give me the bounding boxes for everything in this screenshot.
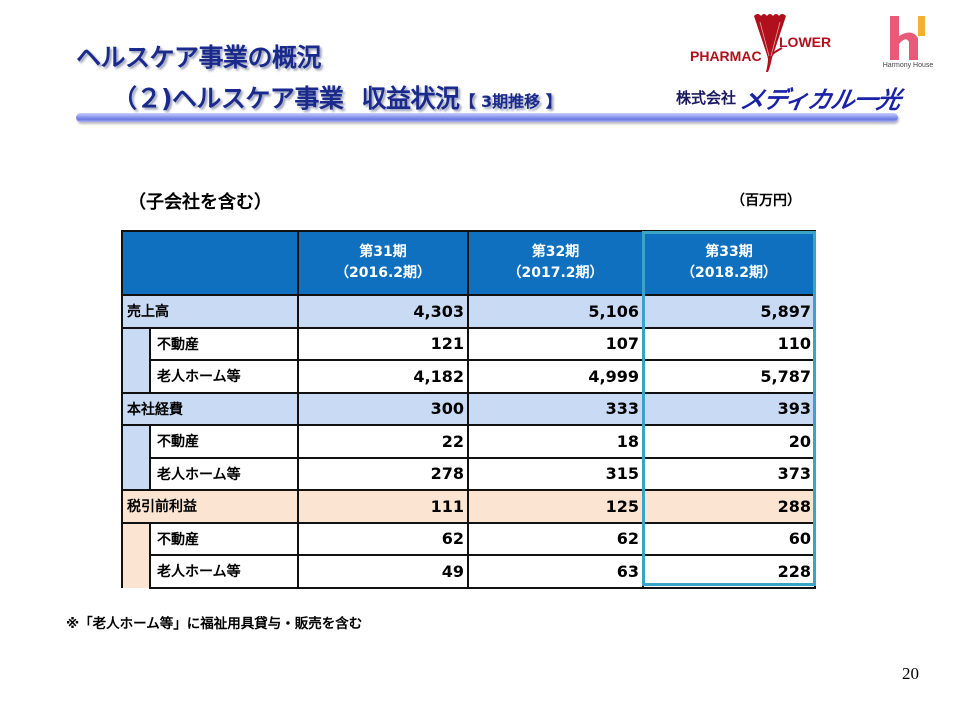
cell-value: 228 — [642, 554, 816, 589]
flower-icon — [754, 14, 786, 72]
subtitle-prefix: （２)ヘルスケア事業 — [112, 84, 344, 113]
row-label-sales: 売上高 — [121, 294, 299, 329]
header-cell-period-32: 第32期 （2017.2期） — [467, 230, 644, 296]
unit-label: （百万円） — [731, 193, 801, 209]
row-label-hq-expenses: 本社経費 — [121, 391, 299, 426]
cell-value: 5,787 — [642, 359, 816, 394]
cell-value: 63 — [467, 554, 644, 589]
row-label-realestate: 不動産 — [149, 521, 299, 556]
row-label-nursinghome: 老人ホーム等 — [149, 359, 299, 394]
cell-value: 315 — [467, 456, 644, 491]
row-label-realestate: 不動産 — [149, 326, 299, 361]
footnote: ※「老人ホーム等」に福祉用具貸与・販売を含む — [66, 616, 363, 632]
company-logo: 株式会社 メディカル一光 — [676, 80, 903, 115]
title-underline — [76, 113, 898, 122]
group-indent-profit — [121, 522, 151, 588]
table-row-profit-nursinghome: 老人ホーム等 49 63 228 — [122, 554, 816, 589]
cell-value: 22 — [297, 424, 469, 459]
table-row-sales: 売上高 4,303 5,106 5,897 — [121, 294, 816, 329]
cell-value: 121 — [297, 326, 469, 361]
scope-label: （子会社を含む） — [128, 192, 272, 213]
cell-value: 49 — [297, 554, 469, 589]
pharmacy-flower-logo: PHARMAC LOWER — [690, 12, 832, 74]
logo-text-right: LOWER — [779, 34, 832, 50]
cell-value: 5,106 — [467, 294, 644, 329]
table-row-hq-expenses: 本社経費 300 333 393 — [121, 391, 816, 426]
row-label-realestate: 不動産 — [149, 424, 299, 459]
group-indent-hq — [121, 425, 151, 490]
cell-value: 62 — [297, 521, 469, 556]
cell-value: 107 — [467, 326, 644, 361]
group-indent-sales — [121, 327, 151, 393]
table-row-profit-realestate: 不動産 62 62 60 — [121, 521, 816, 588]
cell-value: 125 — [467, 489, 644, 524]
table-header-row: 第31期 （2016.2期） 第32期 （2017.2期） 第33期 （2018.2期… — [121, 230, 816, 296]
cell-value: 4,303 — [297, 294, 469, 329]
table-row-sales-realestate: 不動産 121 107 110 — [121, 326, 816, 393]
cell-value: 110 — [642, 326, 816, 361]
cell-value: 20 — [642, 424, 816, 459]
cell-value: 393 — [642, 391, 816, 426]
harmony-house-text: Harmony House — [882, 62, 934, 69]
subtitle-main: 収益状況 — [361, 84, 460, 113]
harmony-house-logo: Harmony House — [878, 14, 938, 72]
cell-value: 111 — [297, 489, 469, 524]
cell-value: 4,999 — [467, 359, 644, 394]
cell-value: 18 — [467, 424, 644, 459]
header-cell-period-31: 第31期 （2016.2期） — [297, 230, 469, 296]
cell-value: 278 — [297, 456, 469, 491]
cell-value: 373 — [642, 456, 816, 491]
cell-value: 4,182 — [297, 359, 469, 394]
table-row-hq-nursinghome: 老人ホーム等 278 315 373 — [122, 456, 816, 491]
header-blank-cell — [121, 230, 299, 296]
logo-text-left: PHARMAC — [690, 48, 762, 64]
company-prefix: 株式会社 — [676, 89, 737, 107]
slide-subtitle: （２)ヘルスケア事業 収益状況【 3期推移 】 — [112, 79, 562, 115]
table-row-pretax-profit: 税引前利益 111 125 288 — [121, 489, 816, 524]
cell-value: 288 — [642, 489, 816, 524]
earnings-table: 第31期 （2016.2期） 第32期 （2017.2期） 第33期 （2018.2期… — [121, 230, 816, 589]
page-number: 20 — [902, 664, 919, 683]
cell-value: 62 — [467, 521, 644, 556]
cell-value: 300 — [297, 391, 469, 426]
cell-value: 60 — [642, 521, 816, 556]
table-row-hq-realestate: 不動産 22 18 20 — [121, 424, 816, 490]
row-label-nursinghome: 老人ホーム等 — [149, 456, 299, 491]
row-label-nursinghome: 老人ホーム等 — [149, 554, 299, 589]
subtitle-bracket: 【 3期推移 】 — [459, 92, 562, 111]
cell-value: 333 — [467, 391, 644, 426]
header-cell-period-33: 第33期 （2018.2期） — [642, 230, 816, 296]
cell-value: 5,897 — [642, 294, 816, 329]
table-row-sales-nursinghome: 老人ホーム等 4,182 4,999 5,787 — [122, 359, 816, 394]
company-name: メディカル一光 — [738, 86, 903, 114]
row-label-pretax-profit: 税引前利益 — [121, 489, 299, 524]
slide-title: ヘルスケア事業の概況 — [76, 43, 322, 72]
harmony-h-icon — [890, 16, 925, 60]
